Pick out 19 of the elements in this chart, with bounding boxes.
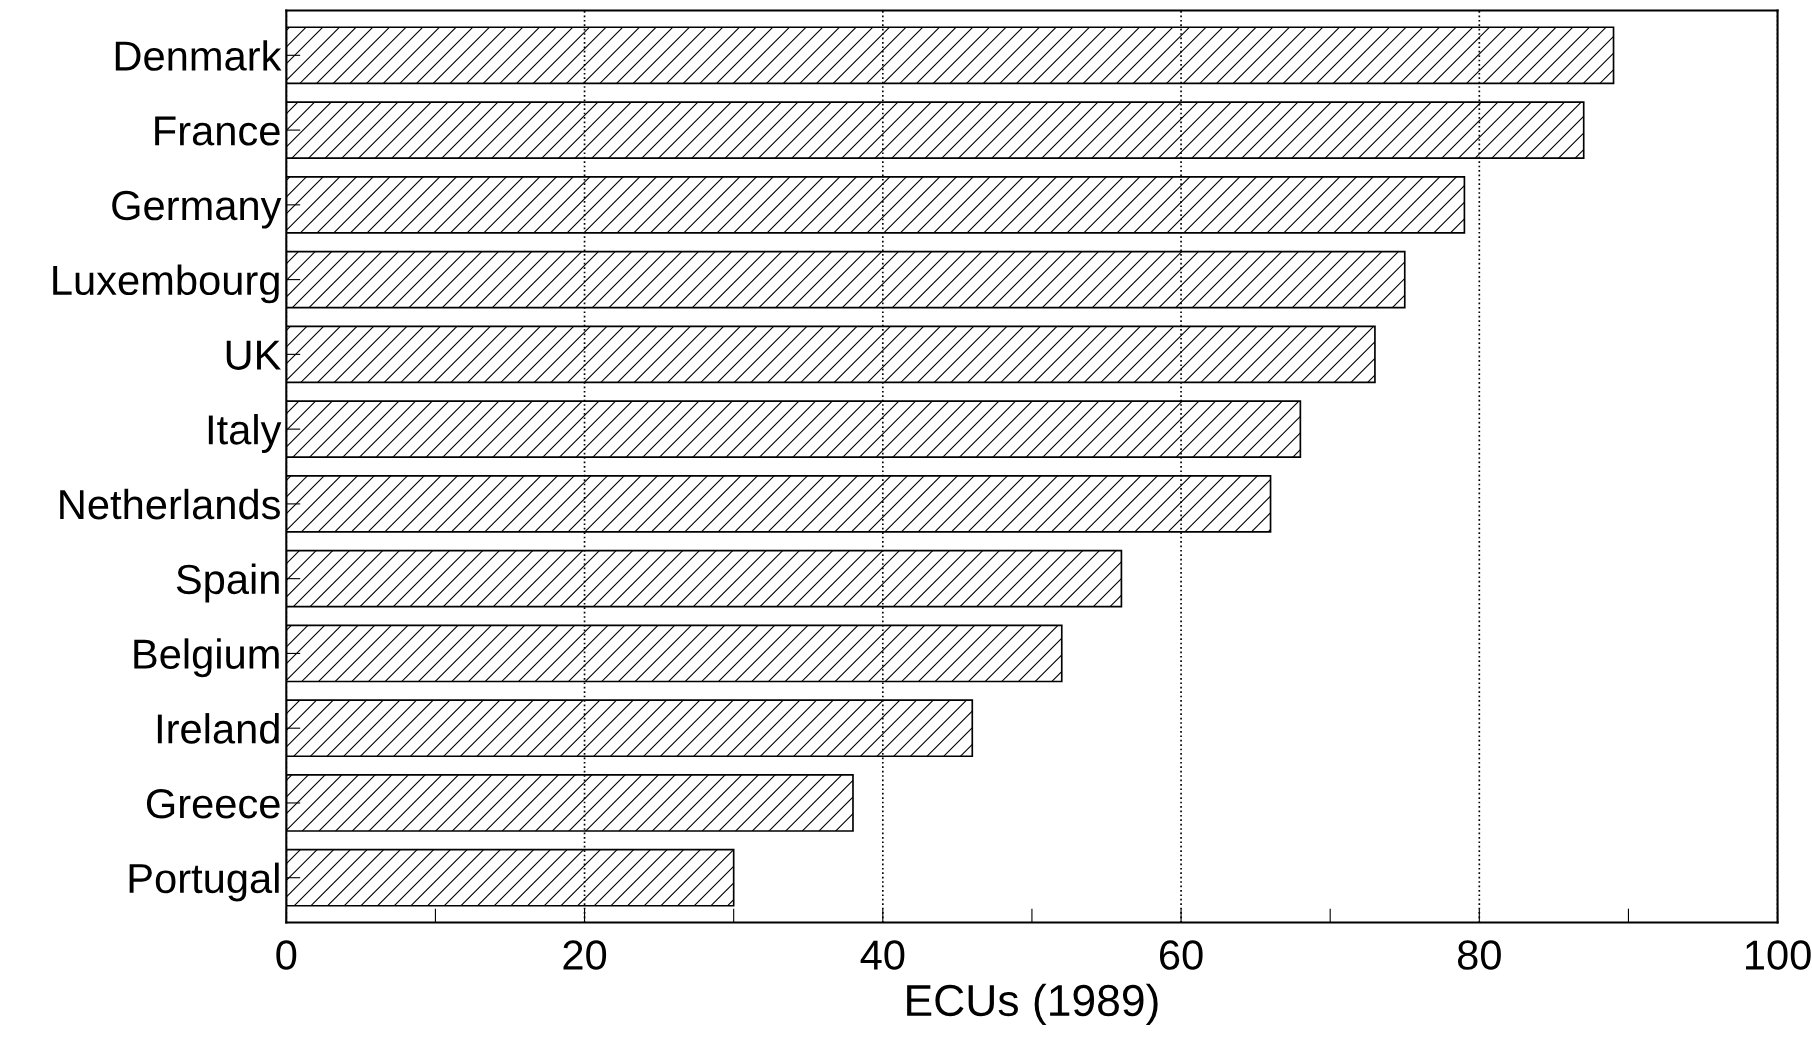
y-tick-label: Germany — [112, 190, 282, 229]
x-tick-label: 0 — [276, 940, 297, 970]
y-tick-label: Spain — [176, 563, 279, 603]
y-tick-label: UK — [226, 340, 281, 370]
y-tick-label: Denmark — [115, 40, 282, 71]
x-tick-label: 40 — [860, 940, 905, 970]
y-tick-label: France — [155, 116, 280, 146]
y-tick-label: Belgium — [134, 638, 279, 678]
y-tick-label: Netherlands — [60, 488, 280, 520]
y-tick-label: Portugal — [129, 862, 279, 902]
y-tick-label: Italy — [208, 414, 282, 453]
x-tick-label: 60 — [1160, 940, 1203, 970]
x-axis-title: ECUs (1989) — [907, 983, 1158, 1026]
y-tick-label: Greece — [146, 788, 280, 819]
x-tick-label: 80 — [1457, 940, 1501, 970]
x-tick-label: 20 — [563, 940, 607, 970]
y-tick-label: Ireland — [157, 713, 279, 744]
y-tick-label: Luxembourg — [53, 264, 279, 304]
x-tick-label: 100 — [1745, 940, 1811, 970]
